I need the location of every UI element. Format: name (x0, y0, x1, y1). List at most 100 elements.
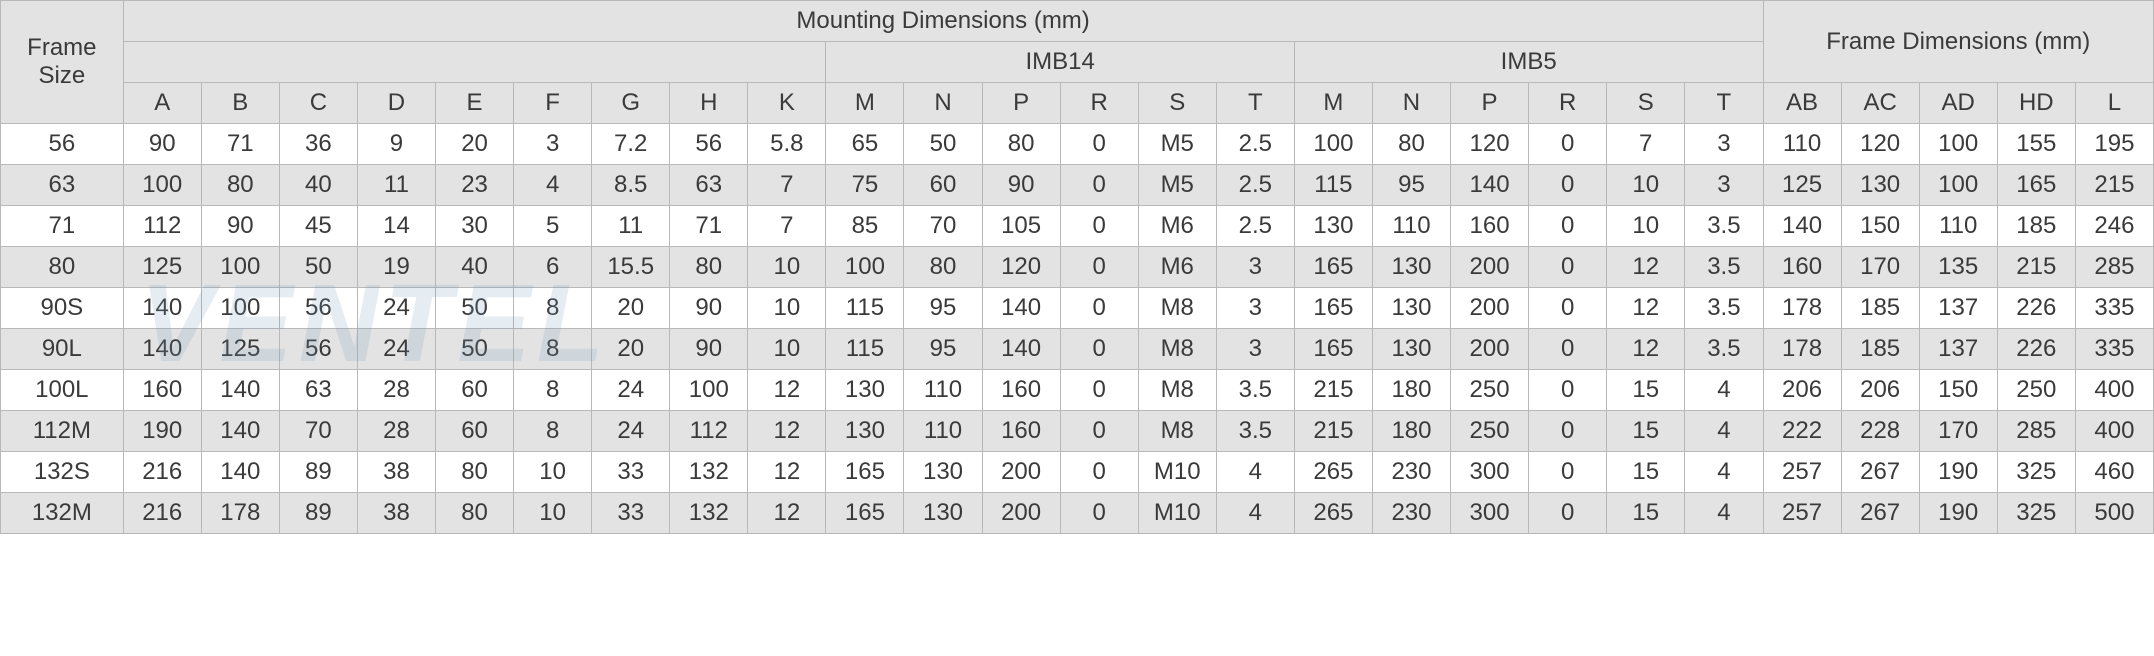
cell-frame: 185 (1841, 329, 1919, 370)
col-imb14-S: S (1138, 83, 1216, 124)
cell-frame: 178 (1763, 288, 1841, 329)
cell-base: 60 (436, 411, 514, 452)
cell-imb5: 0 (1529, 288, 1607, 329)
cell-frame: 155 (1997, 124, 2075, 165)
cell-imb5: 0 (1529, 452, 1607, 493)
cell-frame-size: 132S (1, 452, 124, 493)
cell-imb5: 120 (1451, 124, 1529, 165)
cell-base: 100 (201, 288, 279, 329)
cell-imb14: 80 (982, 124, 1060, 165)
cell-imb14: 3 (1216, 329, 1294, 370)
cell-base: 50 (436, 329, 514, 370)
cell-base: 45 (279, 206, 357, 247)
cell-frame-size: 100L (1, 370, 124, 411)
cell-frame: 206 (1763, 370, 1841, 411)
cell-imb14: M8 (1138, 329, 1216, 370)
header-frame-dim: Frame Dimensions (mm) (1763, 1, 2154, 83)
cell-base: 80 (201, 165, 279, 206)
cell-frame: 150 (1841, 206, 1919, 247)
cell-imb14: 130 (904, 493, 982, 534)
cell-base: 24 (357, 329, 435, 370)
cell-imb14: 130 (826, 411, 904, 452)
col-frame-HD: HD (1997, 83, 2075, 124)
table-row: 5690713692037.2565.86550800M52.510080120… (1, 124, 2154, 165)
cell-base: 6 (514, 247, 592, 288)
col-imb14-N: N (904, 83, 982, 124)
table-row: 100L160140632860824100121301101600M83.52… (1, 370, 2154, 411)
cell-imb5: 230 (1372, 493, 1450, 534)
cell-imb14: 130 (826, 370, 904, 411)
cell-imb5: 265 (1294, 452, 1372, 493)
cell-base: 56 (279, 288, 357, 329)
cell-base: 7 (748, 206, 826, 247)
cell-frame: 140 (1763, 206, 1841, 247)
cell-frame: 185 (1997, 206, 2075, 247)
cell-base: 56 (670, 124, 748, 165)
cell-frame: 246 (2075, 206, 2153, 247)
cell-base: 11 (357, 165, 435, 206)
col-frame-AD: AD (1919, 83, 1997, 124)
cell-imb14: 65 (826, 124, 904, 165)
cell-imb14: 110 (904, 411, 982, 452)
cell-frame: 185 (1841, 288, 1919, 329)
header-imb14: IMB14 (826, 42, 1294, 83)
cell-base: 50 (436, 288, 514, 329)
cell-imb14: 75 (826, 165, 904, 206)
col-imb5-S: S (1607, 83, 1685, 124)
cell-base: 132 (670, 452, 748, 493)
cell-imb5: 0 (1529, 165, 1607, 206)
cell-imb14: 4 (1216, 493, 1294, 534)
cell-imb5: 115 (1294, 165, 1372, 206)
cell-imb5: 7 (1607, 124, 1685, 165)
cell-imb5: 110 (1372, 206, 1450, 247)
cell-imb14: 110 (904, 370, 982, 411)
cell-frame-size: 80 (1, 247, 124, 288)
table-row: 631008040112348.56377560900M52.511595140… (1, 165, 2154, 206)
cell-frame-size: 112M (1, 411, 124, 452)
cell-base: 4 (514, 165, 592, 206)
cell-frame: 170 (1841, 247, 1919, 288)
cell-frame: 215 (2075, 165, 2153, 206)
cell-imb14: 95 (904, 288, 982, 329)
cell-imb14: 2.5 (1216, 165, 1294, 206)
col-frame-L: L (2075, 83, 2153, 124)
cell-imb14: 105 (982, 206, 1060, 247)
cell-base: 40 (279, 165, 357, 206)
cell-base: 14 (357, 206, 435, 247)
cell-imb14: 3 (1216, 288, 1294, 329)
cell-base: 23 (436, 165, 514, 206)
cell-imb5: 10 (1607, 165, 1685, 206)
cell-base: 50 (279, 247, 357, 288)
cell-frame: 206 (1841, 370, 1919, 411)
cell-imb5: 0 (1529, 411, 1607, 452)
cell-base: 140 (201, 370, 279, 411)
cell-imb5: 200 (1451, 247, 1529, 288)
cell-imb5: 12 (1607, 329, 1685, 370)
col-imb14-R: R (1060, 83, 1138, 124)
cell-imb14: 130 (904, 452, 982, 493)
cell-imb5: 165 (1294, 288, 1372, 329)
cell-imb5: 3.5 (1685, 288, 1763, 329)
cell-base: 90 (670, 288, 748, 329)
cell-imb14: 0 (1060, 165, 1138, 206)
cell-imb5: 4 (1685, 370, 1763, 411)
cell-imb14: 100 (826, 247, 904, 288)
cell-base: 71 (670, 206, 748, 247)
cell-base: 33 (592, 452, 670, 493)
cell-imb14: 50 (904, 124, 982, 165)
cell-base: 80 (670, 247, 748, 288)
cell-base: 11 (592, 206, 670, 247)
cell-base: 24 (592, 411, 670, 452)
cell-imb5: 100 (1294, 124, 1372, 165)
cell-imb14: 90 (982, 165, 1060, 206)
cell-imb5: 300 (1451, 452, 1529, 493)
cell-imb5: 10 (1607, 206, 1685, 247)
cell-imb5: 15 (1607, 493, 1685, 534)
cell-imb5: 130 (1372, 247, 1450, 288)
table-row: 132M2161788938801033132121651302000M1042… (1, 493, 2154, 534)
cell-base: 125 (123, 247, 201, 288)
cell-base: 33 (592, 493, 670, 534)
cell-imb14: 0 (1060, 411, 1138, 452)
col-imb14-M: M (826, 83, 904, 124)
cell-imb5: 165 (1294, 329, 1372, 370)
